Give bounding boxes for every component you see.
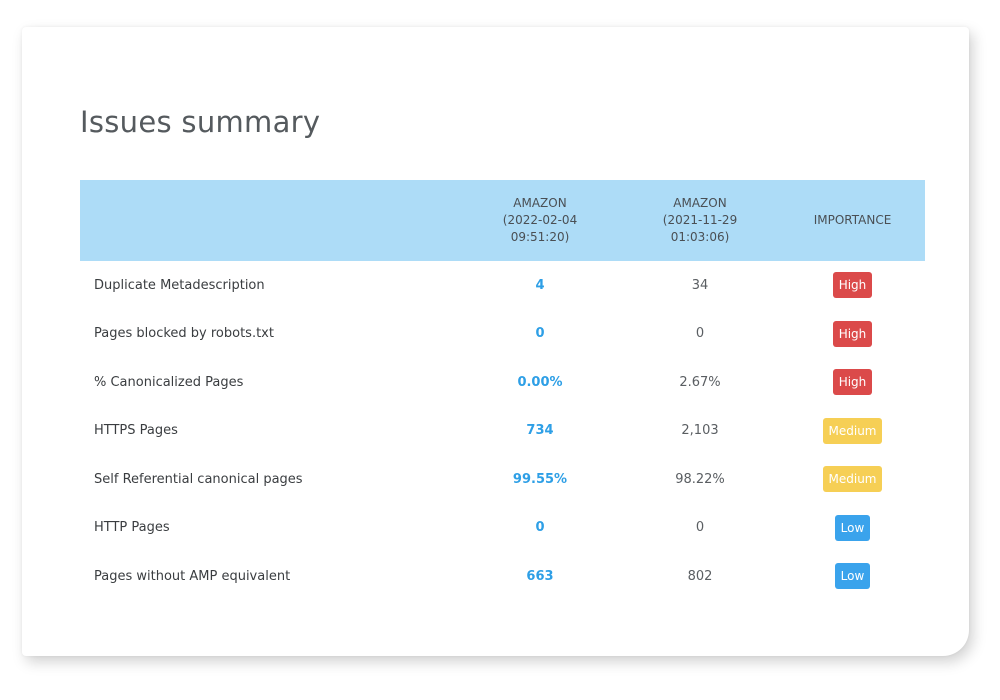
importance-badge-low: Low (834, 514, 871, 541)
issues-table: AMAZON (2022-02-04 09:51:20) AMAZON (202… (80, 180, 925, 601)
header-current-crawl[interactable]: AMAZON (2022-02-04 09:51:20) (460, 195, 620, 246)
table-row[interactable]: HTTP Pages 0 0 Low (80, 504, 925, 553)
metric-label: HTTPS Pages (94, 423, 178, 439)
current-value[interactable]: 99.55% (512, 471, 568, 487)
header-importance[interactable]: IMPORTANCE (813, 213, 892, 227)
current-value[interactable]: 4 (535, 277, 545, 293)
importance-badge-low: Low (834, 563, 871, 590)
importance-badge-high: High (832, 369, 873, 396)
table-header: AMAZON (2022-02-04 09:51:20) AMAZON (202… (80, 180, 925, 261)
current-value[interactable]: 0 (535, 520, 545, 536)
table-row[interactable]: % Canonicalized Pages 0.00% 2.67% High (80, 358, 925, 407)
metric-label: Pages blocked by robots.txt (94, 326, 274, 342)
table-row[interactable]: Duplicate Metadescription 4 34 High (80, 261, 925, 310)
importance-badge-medium: Medium (822, 417, 883, 444)
previous-value: 2,103 (681, 423, 719, 439)
previous-value: 98.22% (675, 471, 725, 487)
issues-summary-card: Issues summary AMAZON (2022-02-04 09:51:… (22, 27, 969, 656)
table-row[interactable]: Self Referential canonical pages 99.55% … (80, 455, 925, 504)
metric-label: % Canonicalized Pages (94, 374, 244, 390)
previous-value: 2.67% (679, 374, 721, 390)
current-value[interactable]: 734 (526, 423, 554, 439)
page-title: Issues summary (80, 105, 321, 139)
metric-label: Duplicate Metadescription (94, 277, 265, 293)
metric-label: Pages without AMP equivalent (94, 568, 291, 584)
current-value[interactable]: 0 (535, 326, 545, 342)
previous-value: 0 (695, 326, 705, 342)
importance-badge-medium: Medium (822, 466, 883, 493)
previous-value: 34 (691, 277, 709, 293)
metric-label: HTTP Pages (94, 520, 170, 536)
header-previous-name: AMAZON (673, 196, 727, 210)
current-value[interactable]: 0.00% (517, 374, 563, 390)
current-value[interactable]: 663 (526, 568, 554, 584)
importance-badge-high: High (832, 320, 873, 347)
previous-value: 802 (687, 568, 713, 584)
header-current-time: 09:51:20) (510, 230, 570, 244)
table-row[interactable]: Pages blocked by robots.txt 0 0 High (80, 310, 925, 359)
table-body: Duplicate Metadescription 4 34 High Page… (80, 261, 925, 601)
header-previous-time: 01:03:06) (670, 230, 730, 244)
table-row[interactable]: Pages without AMP equivalent 663 802 Low (80, 552, 925, 601)
importance-badge-high: High (832, 272, 873, 299)
header-previous-date: (2021-11-29 (662, 213, 738, 227)
table-row[interactable]: HTTPS Pages 734 2,103 Medium (80, 407, 925, 456)
metric-label: Self Referential canonical pages (94, 471, 303, 487)
header-previous-crawl[interactable]: AMAZON (2021-11-29 01:03:06) (620, 195, 780, 246)
header-current-date: (2022-02-04 (502, 213, 578, 227)
previous-value: 0 (695, 520, 705, 536)
header-current-name: AMAZON (513, 196, 567, 210)
